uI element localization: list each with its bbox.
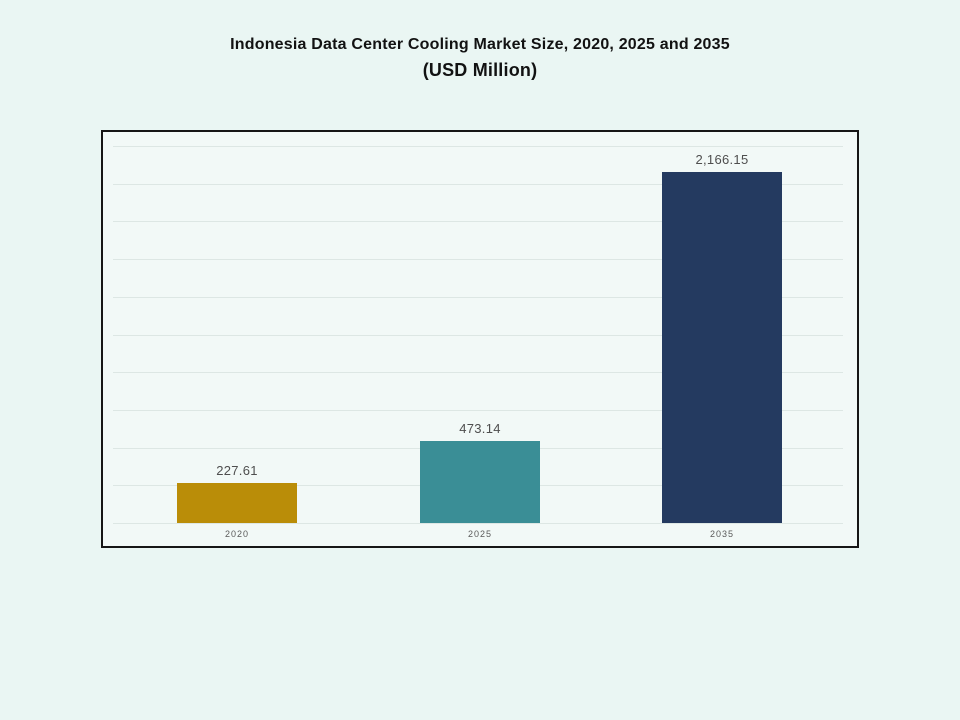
x-axis-label-2025: 2025: [467, 529, 493, 539]
bar-value-label-2025: 473.14: [459, 421, 501, 436]
gridline: [113, 372, 843, 374]
page-subtitle: (USD Million): [422, 60, 538, 80]
bar-2025: [420, 441, 540, 523]
x-axis-label-2020: 2020: [224, 529, 250, 539]
gridline: [113, 334, 843, 336]
bar-2020: [177, 483, 297, 523]
gridline: [113, 221, 843, 223]
gridline: [113, 259, 843, 261]
bar-2035: [662, 172, 782, 523]
gridline: [113, 523, 843, 524]
gridline: [113, 183, 843, 185]
page-title: Indonesia Data Center Cooling Market Siz…: [230, 36, 730, 53]
gridline: [113, 296, 843, 298]
bar-value-label-2020: 227.61: [216, 463, 258, 478]
gridline: [113, 146, 843, 147]
bar-value-label-2035: 2,166.15: [695, 152, 749, 167]
chart-area: 227.61 2020 473.14 2025 2,166.15 2035: [101, 130, 859, 548]
chart-title-block: Indonesia Data Center Cooling Market Siz…: [0, 33, 960, 84]
gridline: [113, 409, 843, 411]
x-axis-label-2035: 2035: [709, 529, 735, 539]
